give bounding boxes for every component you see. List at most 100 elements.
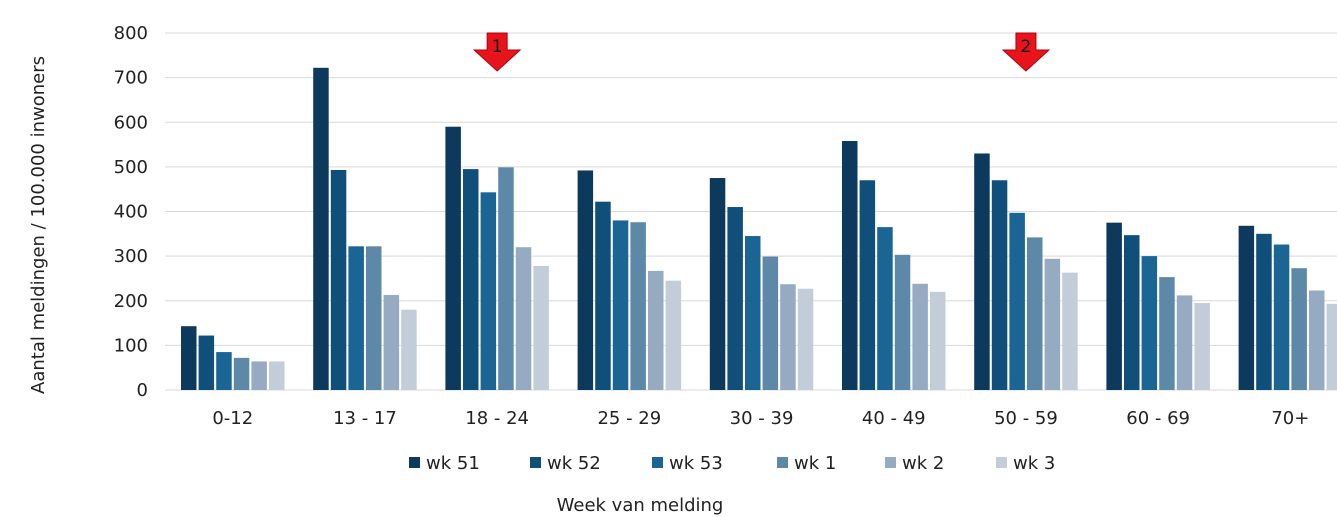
bar — [269, 361, 285, 390]
y-tick-label: 100 — [114, 335, 148, 356]
bar — [745, 236, 761, 390]
arrow-marker: 2 — [1001, 32, 1051, 72]
arrow-marker: 1 — [472, 32, 522, 72]
bar — [762, 256, 779, 390]
bar — [330, 169, 347, 390]
bar — [727, 207, 743, 390]
x-axis-ticks: 0-12 13 - 17 18 - 24 25 - 29 30 - 39 40 - 49 5… — [212, 408, 1309, 429]
bar — [498, 167, 514, 390]
y-axis-ticks: 0 100 200 300 400 500 600 700 800 — [114, 23, 148, 401]
legend-swatch — [530, 457, 541, 468]
legend-item: wk 52 — [530, 453, 601, 474]
arrow-marker-label: 1 — [492, 37, 503, 57]
bar — [480, 192, 497, 390]
bar — [533, 265, 549, 390]
bar — [313, 67, 329, 391]
bar — [577, 170, 594, 390]
bar — [1106, 222, 1122, 390]
legend-item: wk 51 — [409, 453, 480, 474]
arrow-marker-label: 2 — [1021, 37, 1032, 57]
bar — [366, 246, 382, 390]
legend-item: wk 2 — [885, 453, 944, 474]
bar — [216, 352, 232, 390]
legend-swatch — [777, 457, 788, 468]
x-tick-label: 70+ — [1271, 408, 1309, 429]
legend-label: wk 51 — [426, 453, 480, 474]
bar — [233, 357, 250, 390]
bar — [463, 169, 479, 390]
legend-swatch — [885, 457, 896, 468]
y-tick-label: 800 — [114, 23, 148, 44]
bar — [930, 291, 946, 390]
y-tick-label: 500 — [114, 157, 148, 178]
bar — [1194, 302, 1210, 390]
bar — [612, 220, 629, 390]
bar — [912, 283, 928, 390]
legend-item: wk 3 — [996, 453, 1055, 474]
arrow-down-icon — [1001, 32, 1051, 72]
x-axis-title: Week van melding — [557, 495, 724, 516]
y-tick-label: 300 — [114, 246, 148, 267]
x-tick-label: 25 - 29 — [597, 408, 661, 429]
x-tick-label: 18 - 24 — [465, 408, 529, 429]
bar — [198, 335, 215, 390]
legend-swatch — [652, 457, 663, 468]
bar — [665, 280, 682, 390]
bar — [648, 270, 664, 390]
bar — [1062, 272, 1078, 390]
bar — [797, 288, 814, 390]
legend-label: wk 1 — [794, 453, 836, 474]
x-tick-label: 0-12 — [212, 408, 253, 429]
bar — [595, 201, 611, 390]
y-tick-label: 600 — [114, 112, 148, 133]
bar — [1009, 212, 1025, 390]
legend-swatch — [409, 457, 420, 468]
bar — [991, 180, 1008, 390]
bar — [1256, 233, 1272, 390]
bar — [1309, 290, 1325, 390]
x-tick-label: 60 - 69 — [1126, 408, 1190, 429]
bar — [630, 222, 646, 390]
bar — [894, 254, 911, 390]
bar — [780, 284, 796, 390]
x-tick-label: 40 - 49 — [862, 408, 926, 429]
bar — [1273, 244, 1290, 390]
legend-swatch — [996, 457, 1007, 468]
bar — [401, 309, 417, 390]
bar — [445, 126, 461, 391]
legend-label: wk 3 — [1013, 453, 1055, 474]
bar — [348, 246, 364, 390]
bar — [1238, 225, 1255, 390]
legend-label: wk 52 — [547, 453, 601, 474]
bar — [1176, 295, 1193, 390]
bar — [974, 153, 990, 390]
arrow-down-icon — [472, 32, 522, 72]
bar — [1159, 277, 1175, 390]
bar — [1027, 237, 1043, 390]
y-tick-label: 0 — [137, 380, 148, 401]
bar — [1044, 258, 1061, 390]
x-tick-label: 50 - 59 — [994, 408, 1058, 429]
bar — [383, 294, 400, 390]
y-axis-title: Aantal meldingen / 100.000 inwoners — [28, 56, 49, 394]
y-tick-label: 700 — [114, 68, 148, 89]
bar — [1124, 235, 1140, 390]
legend-label: wk 2 — [902, 453, 944, 474]
legend-label: wk 53 — [669, 453, 723, 474]
bar — [181, 326, 197, 390]
bar — [709, 178, 726, 390]
bar — [251, 361, 267, 390]
legend: wk 51 wk 52 wk 53 wk 1 wk 2 wk 3 — [409, 453, 1055, 474]
x-tick-label: 30 - 39 — [730, 408, 794, 429]
y-tick-label: 400 — [114, 202, 148, 223]
bar — [1141, 256, 1158, 390]
y-tick-label: 200 — [114, 291, 148, 312]
bar — [515, 247, 532, 390]
bar — [1326, 303, 1337, 390]
legend-item: wk 53 — [652, 453, 723, 474]
bar — [842, 140, 858, 390]
bars — [181, 67, 1337, 391]
x-tick-label: 13 - 17 — [333, 408, 397, 429]
